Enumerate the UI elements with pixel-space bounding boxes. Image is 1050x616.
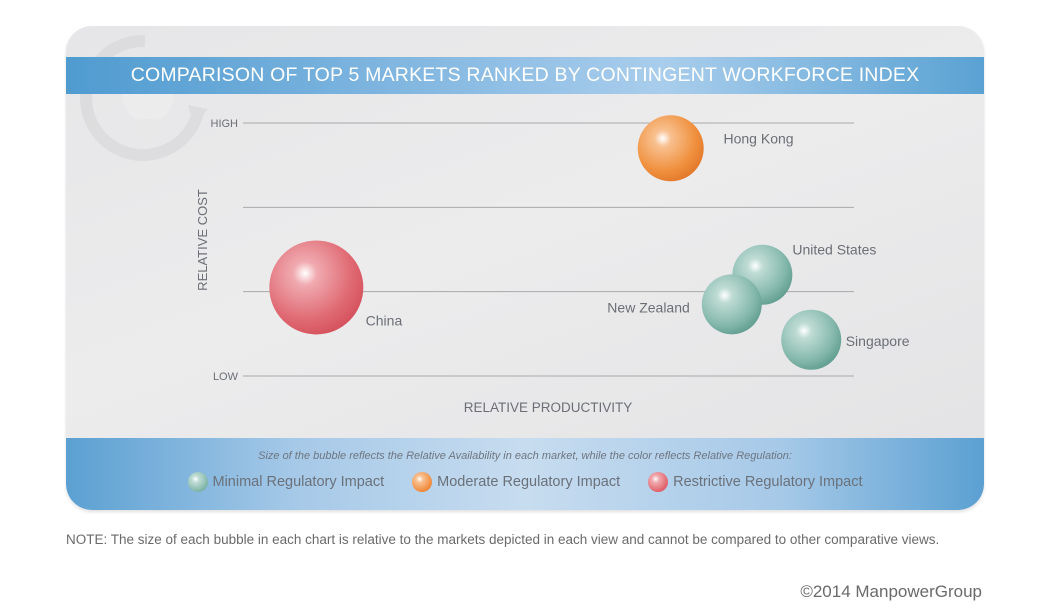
bubble-label: China (366, 312, 403, 328)
bubble-hong-kong (637, 115, 704, 182)
chart-title: COMPARISON OF TOP 5 MARKETS RANKED BY CO… (130, 64, 920, 86)
legend: Size of the bubble reflects the Relative… (66, 438, 984, 510)
legend-swatch-restrictive (648, 472, 669, 492)
y-tick-label: LOW (213, 371, 239, 383)
bubble-label: United States (792, 241, 876, 257)
chart-card: COMPARISON OF TOP 5 MARKETS RANKED BY CO… (66, 26, 984, 510)
bubble-china (269, 240, 364, 335)
legend-swatch-minimal (187, 472, 208, 492)
bubble-label: Singapore (846, 333, 910, 349)
bubble-label: Hong Kong (724, 130, 794, 146)
legend-item-restrictive: Restrictive Regulatory Impact (648, 472, 862, 492)
legend-caption: Size of the bubble reflects the Relative… (258, 450, 792, 462)
bubble-plot: HIGH LOW RELATIVE COST RELATIVE PRODUCTIV… (195, 115, 910, 415)
y-tick-label: HIGH (211, 118, 239, 130)
footnote: NOTE: The size of each bubble in each ch… (66, 532, 940, 547)
legend-label: Minimal Regulatory Impact (212, 474, 385, 490)
x-axis-label: RELATIVE PRODUCTIVITY (464, 400, 633, 415)
legend-label: Restrictive Regulatory Impact (673, 474, 863, 490)
legend-swatch-moderate (412, 472, 433, 492)
legend-label: Moderate Regulatory Impact (437, 474, 621, 490)
copyright: ©2014 ManpowerGroup (800, 582, 982, 601)
legend-item-minimal: Minimal Regulatory Impact (187, 472, 385, 492)
bubble-new-zealand (701, 274, 762, 335)
legend-item-moderate: Moderate Regulatory Impact (412, 472, 620, 492)
bubble-singapore (781, 309, 842, 370)
bubble-label: New Zealand (607, 299, 690, 315)
y-axis-label: RELATIVE COST (195, 189, 210, 291)
title-band: COMPARISON OF TOP 5 MARKETS RANKED BY CO… (66, 57, 984, 94)
